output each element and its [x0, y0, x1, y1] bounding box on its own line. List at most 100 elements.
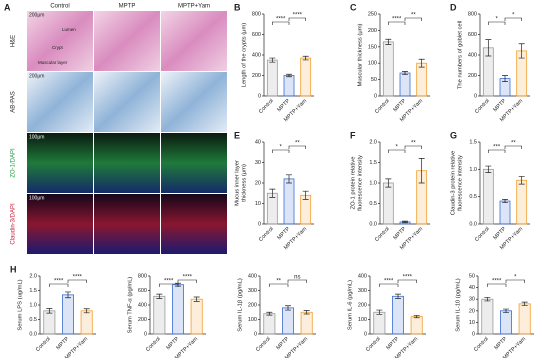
y-tick-label: 0.0	[29, 331, 37, 337]
bar	[482, 168, 494, 225]
micrograph	[94, 11, 160, 71]
micrograph	[161, 11, 227, 71]
y-tick-label: 200	[358, 302, 367, 308]
x-tick-label: MPTP	[165, 336, 180, 351]
y-tick-label: 400	[248, 273, 257, 279]
significance-bracket	[288, 17, 306, 21]
panel-label: E	[234, 130, 240, 140]
bar	[481, 298, 494, 335]
micrograph	[161, 72, 227, 132]
x-tick-label: Control	[258, 98, 275, 115]
error-bar	[502, 75, 508, 82]
micrograph	[27, 72, 93, 132]
y-tick-label: 600	[468, 32, 477, 38]
bar	[281, 307, 294, 335]
y-tick-label: 100	[248, 317, 257, 323]
significance-bracket	[505, 279, 525, 283]
panel-label: G	[450, 130, 457, 140]
y-axis-label: Length of the crypts (μm)	[242, 23, 248, 88]
x-tick-label: MPTP	[275, 336, 290, 351]
bar	[263, 313, 276, 335]
x-tick-label: MPTP	[276, 226, 291, 241]
y-tick-label: 0	[374, 93, 377, 99]
bar	[518, 303, 531, 335]
micrograph	[94, 194, 160, 254]
bar	[499, 200, 511, 225]
bar	[373, 311, 386, 335]
x-tick-label: Control	[365, 336, 382, 353]
error-bar	[302, 190, 309, 200]
bar	[391, 295, 404, 335]
x-tick-label: Control	[255, 336, 272, 353]
x-tick-label: Control	[145, 336, 162, 353]
x-tick-label: MPTP	[493, 336, 508, 351]
error-bar	[285, 305, 291, 311]
y-tick-label: 100	[358, 317, 367, 323]
y-axis-label: fluorescence intensity	[458, 155, 464, 211]
micrograph	[27, 11, 93, 71]
y-axis-label: The numbers of goblet cell	[458, 21, 464, 89]
y-tick-label: 200	[138, 317, 147, 323]
significance-bracket	[488, 149, 506, 153]
x-tick-label: MPTP	[392, 226, 407, 241]
y-tick-label: 2.0	[369, 139, 377, 145]
y-tick-label: 30	[469, 297, 475, 303]
significance-label: ****	[164, 279, 174, 285]
significance-bracket	[388, 21, 406, 25]
significance-bracket	[504, 17, 522, 21]
micrograph	[161, 194, 227, 254]
significance-label: ****	[73, 275, 83, 281]
y-tick-label: 800	[138, 273, 147, 279]
error-bar	[286, 73, 292, 78]
y-tick-label: 40	[469, 285, 475, 291]
column-label: Control	[50, 4, 69, 10]
bar	[283, 178, 295, 225]
y-axis-label: fluorescence intensity	[358, 155, 364, 211]
error-bar	[418, 58, 425, 68]
y-tick-label: 250	[368, 11, 377, 17]
error-bar	[83, 308, 90, 314]
scale-bar-label: 200μm	[29, 12, 44, 18]
significance-bracket	[49, 283, 69, 287]
micrograph	[94, 133, 160, 193]
y-axis-label: Serum IL-1β (pg/mL)	[238, 278, 244, 332]
significance-label: *	[512, 13, 515, 19]
y-tick-label: 300	[358, 288, 367, 294]
y-tick-label: 1.0	[369, 180, 377, 186]
error-bar	[503, 308, 509, 313]
y-axis-label: Claudin-3 protein relative	[451, 151, 457, 215]
bar	[43, 310, 56, 335]
significance-label: *	[395, 145, 398, 151]
significance-label: **	[411, 13, 416, 19]
error-bar	[518, 176, 525, 185]
bar	[283, 75, 295, 97]
significance-label: ****	[183, 275, 193, 281]
row-label: Claudin-3/DAPI	[11, 203, 17, 245]
significance-label: ****	[293, 13, 303, 19]
significance-bracket	[288, 145, 306, 149]
y-tick-label: 600	[138, 288, 147, 294]
significance-label: **	[411, 141, 416, 147]
significance-label: ****	[403, 275, 413, 281]
row-label: H&E	[11, 35, 17, 47]
significance-bracket	[269, 283, 289, 287]
y-tick-label: 20	[469, 308, 475, 314]
row-label: ZO-1/DAPI	[11, 148, 17, 178]
y-axis-label: Serum IL-6 (pg/mL)	[348, 280, 354, 330]
y-tick-label: 1.5	[369, 160, 377, 166]
y-tick-label: 200	[248, 302, 257, 308]
error-bar	[402, 71, 408, 76]
bar	[416, 62, 428, 97]
row-label: AB-PAS	[11, 91, 17, 113]
y-tick-label: 400	[252, 52, 261, 58]
y-tick-label: 600	[252, 32, 261, 38]
significance-bracket	[159, 283, 179, 287]
bar	[300, 311, 313, 335]
image-annotation: Crypt	[52, 45, 64, 50]
significance-label: ****	[276, 17, 286, 23]
error-bar	[413, 315, 420, 319]
micrograph	[94, 72, 160, 132]
bar	[190, 298, 203, 335]
y-tick-label: 0.0	[369, 221, 377, 227]
y-tick-label: 800	[468, 11, 477, 17]
